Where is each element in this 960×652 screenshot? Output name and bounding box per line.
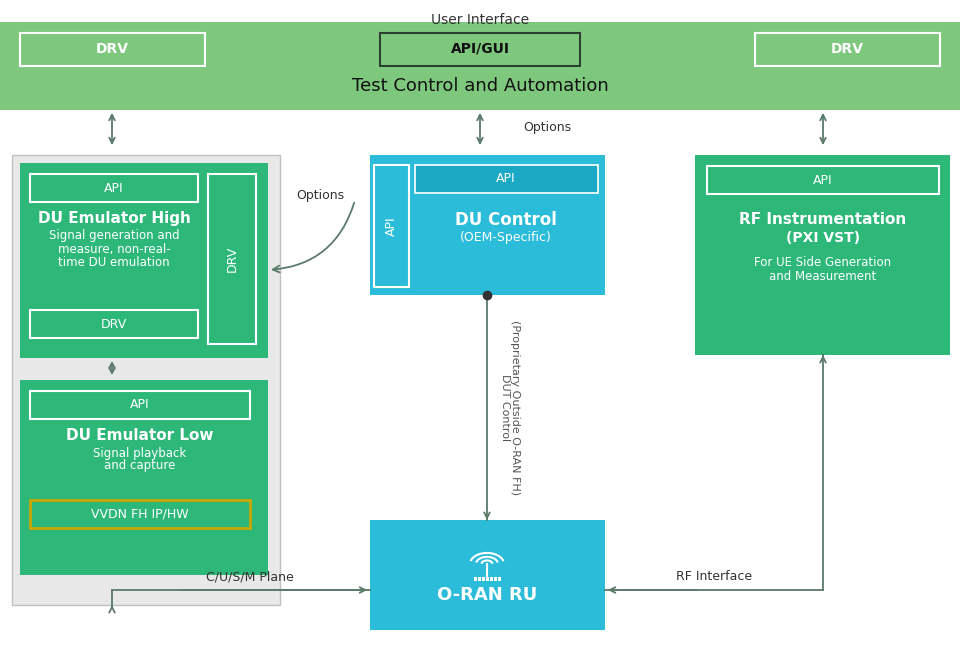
Text: VVDN FH IP/HW: VVDN FH IP/HW <box>91 507 189 520</box>
FancyBboxPatch shape <box>370 155 605 295</box>
FancyBboxPatch shape <box>370 520 605 630</box>
FancyBboxPatch shape <box>20 163 268 358</box>
FancyBboxPatch shape <box>12 155 280 605</box>
Text: Signal playback: Signal playback <box>93 447 186 460</box>
Text: (OEM-Specific): (OEM-Specific) <box>460 231 552 243</box>
Text: O-RAN RU: O-RAN RU <box>437 586 538 604</box>
Text: RF Interface: RF Interface <box>676 570 752 584</box>
FancyBboxPatch shape <box>30 310 198 338</box>
Text: (Proprietary Outside O-RAN FH): (Proprietary Outside O-RAN FH) <box>510 320 520 496</box>
Text: time DU emulation: time DU emulation <box>59 256 170 269</box>
FancyBboxPatch shape <box>493 577 496 581</box>
FancyBboxPatch shape <box>0 22 960 110</box>
Text: API: API <box>385 216 397 236</box>
Text: DU Emulator High: DU Emulator High <box>37 211 190 226</box>
Text: User Interface: User Interface <box>431 13 529 27</box>
FancyBboxPatch shape <box>208 174 256 344</box>
FancyBboxPatch shape <box>482 577 485 581</box>
FancyBboxPatch shape <box>695 155 950 355</box>
FancyArrowPatch shape <box>273 203 354 273</box>
Text: and capture: and capture <box>105 460 176 473</box>
Text: DU Emulator Low: DU Emulator Low <box>66 428 214 443</box>
Text: DRV: DRV <box>101 318 127 331</box>
Text: (PXI VST): (PXI VST) <box>786 231 860 245</box>
Text: Signal generation and: Signal generation and <box>49 230 180 243</box>
Text: Test Control and Automation: Test Control and Automation <box>351 77 609 95</box>
Text: API: API <box>131 398 150 411</box>
Text: API/GUI: API/GUI <box>450 42 510 56</box>
Text: measure, non-real-: measure, non-real- <box>58 243 170 256</box>
FancyBboxPatch shape <box>374 165 409 287</box>
FancyBboxPatch shape <box>490 577 492 581</box>
Text: DRV: DRV <box>830 42 863 56</box>
FancyBboxPatch shape <box>20 33 205 66</box>
Text: RF Instrumentation: RF Instrumentation <box>739 213 906 228</box>
Text: and Measurement: and Measurement <box>769 269 876 282</box>
Text: For UE Side Generation: For UE Side Generation <box>755 256 892 269</box>
Text: API: API <box>105 181 124 194</box>
Text: Options: Options <box>523 121 571 134</box>
FancyBboxPatch shape <box>380 33 580 66</box>
FancyBboxPatch shape <box>497 577 500 581</box>
Text: DRV: DRV <box>226 246 238 272</box>
FancyBboxPatch shape <box>30 174 198 202</box>
Text: C/U/S/M Plane: C/U/S/M Plane <box>206 570 294 584</box>
Text: DRV: DRV <box>95 42 129 56</box>
FancyBboxPatch shape <box>30 500 250 528</box>
FancyBboxPatch shape <box>486 577 489 581</box>
FancyBboxPatch shape <box>20 380 268 575</box>
FancyBboxPatch shape <box>473 577 476 581</box>
Text: DUT Control: DUT Control <box>500 374 510 441</box>
FancyBboxPatch shape <box>415 165 598 193</box>
FancyBboxPatch shape <box>755 33 940 66</box>
Text: API: API <box>813 173 833 186</box>
Text: DU Control: DU Control <box>455 211 557 229</box>
Text: Options: Options <box>296 190 344 203</box>
FancyBboxPatch shape <box>477 577 481 581</box>
FancyBboxPatch shape <box>30 391 250 419</box>
Text: API: API <box>496 173 516 186</box>
FancyBboxPatch shape <box>707 166 939 194</box>
